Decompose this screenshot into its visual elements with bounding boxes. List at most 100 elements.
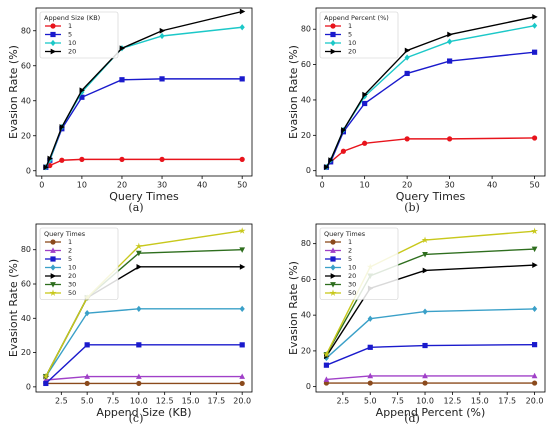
- x-tick-label: 17.5: [207, 397, 225, 406]
- x-tick-label: 2.5: [55, 397, 68, 406]
- legend-marker: [49, 289, 57, 296]
- x-tick-label: 7.5: [391, 397, 404, 406]
- legend-label: 10: [68, 264, 76, 272]
- marker: [362, 91, 368, 98]
- marker: [84, 310, 90, 317]
- y-tick-label: 0: [306, 166, 311, 175]
- legend-marker: [50, 239, 56, 245]
- marker: [531, 49, 538, 55]
- x-tick-label: 5.0: [81, 397, 94, 406]
- y-tick-label: 80: [301, 25, 311, 34]
- x-tick-label: 50: [529, 181, 539, 190]
- marker: [239, 156, 245, 162]
- x-tick-label: 20.0: [233, 397, 251, 406]
- series-line: [326, 343, 535, 366]
- legend-label: 30: [348, 281, 356, 289]
- caption: (a): [128, 201, 143, 214]
- marker: [239, 76, 245, 82]
- legend-box: [319, 227, 399, 300]
- marker: [79, 87, 86, 94]
- x-tick-label: 0: [39, 181, 44, 190]
- marker: [239, 263, 246, 270]
- marker: [136, 342, 142, 348]
- marker: [532, 13, 538, 20]
- marker: [42, 372, 50, 380]
- marker: [119, 45, 126, 52]
- marker: [422, 308, 428, 315]
- marker: [84, 342, 90, 348]
- legend-label: 5: [348, 31, 352, 39]
- y-tick-label: 0: [26, 166, 31, 175]
- legend-label: 20: [348, 48, 356, 56]
- y-tick-label: 20: [21, 131, 31, 140]
- legend-marker: [330, 282, 336, 288]
- x-tick-label: 10: [77, 181, 87, 190]
- legend-box: [39, 227, 119, 300]
- y-tick-label: 40: [21, 96, 31, 105]
- marker: [47, 162, 53, 169]
- marker: [323, 376, 330, 382]
- legend-marker: [50, 23, 56, 29]
- marker: [239, 373, 246, 379]
- marker: [422, 380, 428, 386]
- legend-marker: [330, 39, 336, 47]
- marker: [531, 380, 538, 386]
- legend-title: Append Percent (%): [324, 14, 389, 22]
- plot-frame: [35, 223, 253, 393]
- marker: [47, 155, 53, 162]
- plot-frame: [315, 7, 546, 177]
- x-tick-label: 15.0: [182, 397, 200, 406]
- x-tick-label: 20: [117, 181, 127, 190]
- legend-marker: [330, 273, 337, 279]
- series-line: [325, 51, 535, 168]
- legend-label: 20: [68, 272, 76, 280]
- y-tick-label: 20: [301, 346, 311, 355]
- y-tick-label: 60: [21, 280, 31, 289]
- marker: [404, 47, 411, 54]
- marker: [135, 250, 142, 257]
- x-axis-label: Query Times: [109, 190, 179, 203]
- legend-label: 10: [68, 39, 76, 47]
- marker: [447, 38, 453, 45]
- marker: [367, 344, 373, 350]
- y-tick-label: 20: [21, 348, 31, 357]
- marker: [447, 58, 453, 64]
- marker: [84, 380, 90, 387]
- marker: [341, 127, 347, 133]
- legend-marker: [330, 31, 336, 38]
- x-tick-label: 7.5: [107, 397, 120, 406]
- y-tick-label: 20: [301, 131, 311, 140]
- marker: [531, 342, 538, 348]
- marker: [532, 262, 538, 268]
- marker: [328, 157, 334, 163]
- legend-marker: [50, 282, 56, 288]
- caption: (c): [129, 412, 144, 425]
- marker: [367, 380, 373, 386]
- x-tick-label: 40: [487, 181, 497, 190]
- legend-marker: [50, 273, 57, 279]
- x-tick-label: 17.5: [498, 397, 516, 406]
- marker: [367, 372, 374, 379]
- legend-label: 1: [68, 238, 72, 246]
- marker: [238, 227, 246, 234]
- legend-label: 2: [68, 247, 72, 255]
- caption: (d): [404, 412, 420, 425]
- legend-marker: [50, 247, 56, 253]
- y-tick-label: 60: [21, 61, 31, 70]
- marker: [43, 380, 49, 387]
- marker: [531, 227, 539, 235]
- marker: [340, 148, 347, 154]
- marker: [422, 342, 428, 349]
- legend-title: Query Times: [44, 230, 86, 238]
- marker: [422, 267, 429, 274]
- legend-marker: [330, 23, 336, 29]
- legend-label: 2: [348, 247, 352, 255]
- marker: [362, 100, 368, 107]
- legend-marker: [330, 247, 336, 253]
- y-tick-label: 40: [21, 314, 31, 323]
- marker: [404, 70, 410, 77]
- legend-label: 1: [68, 22, 72, 30]
- x-tick-label: 15.0: [471, 397, 489, 406]
- marker: [43, 164, 49, 171]
